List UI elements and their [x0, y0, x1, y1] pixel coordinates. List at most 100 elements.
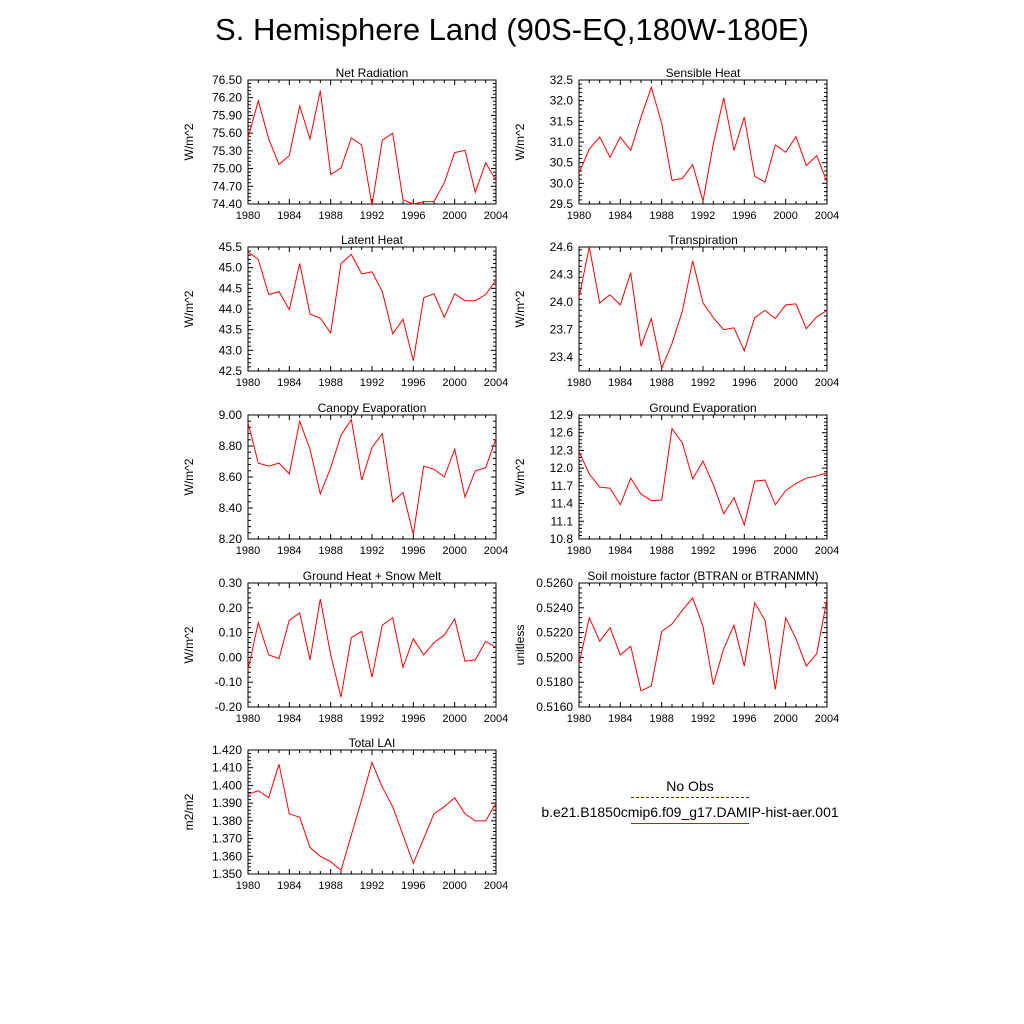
y-tick-label: 1.360 [212, 849, 242, 863]
x-tick-label: 1980 [236, 210, 260, 222]
page-title: S. Hemisphere Land (90S-EQ,180W-180E) [215, 12, 809, 47]
y-tick-label: 0.5160 [536, 700, 573, 714]
y-tick-label: 74.40 [212, 197, 242, 211]
y-tick-label: 10.8 [550, 532, 574, 546]
x-tick-label: 1984 [277, 713, 301, 725]
y-tick-label: 0.30 [219, 576, 243, 590]
x-tick-label: 2004 [815, 713, 839, 725]
x-tick-label: 1980 [236, 377, 260, 389]
chart-transpiration: Transpiration W/m^2 1980 1984 1988 1992 1996 20… [513, 233, 839, 389]
x-tick-label: 1992 [360, 210, 384, 222]
chart-title: Net Radiation [336, 66, 409, 80]
y-axis-label: W/m^2 [182, 458, 196, 495]
chart-soil-moisture-factor-btran-or-btranmn: Soil moisture factor (BTRAN or BTRANMN) u… [513, 569, 839, 725]
y-tick-label: 1.390 [212, 796, 242, 810]
x-tick-label: 1996 [732, 713, 756, 725]
legend-line-model [631, 823, 749, 824]
y-tick-label: 74.70 [212, 179, 242, 193]
x-tick-label: 1988 [318, 545, 342, 557]
y-tick-label: 1.380 [212, 814, 242, 828]
x-tick-label: 2000 [442, 713, 466, 725]
y-tick-label: 23.4 [550, 350, 574, 364]
chart-canopy-evaporation: Canopy Evaporation W/m^2 1980 1984 1988 1992 1… [182, 401, 508, 557]
chart-title: Soil moisture factor (BTRAN or BTRANMN) [587, 569, 818, 583]
y-tick-label: 42.5 [219, 364, 243, 378]
plot-frame [247, 582, 497, 708]
x-tick-label: 1996 [732, 210, 756, 222]
chart-title: Latent Heat [341, 233, 404, 247]
x-tick-label: 2000 [442, 210, 466, 222]
x-tick-label: 1980 [236, 545, 260, 557]
chart-title: Canopy Evaporation [318, 401, 427, 415]
y-tick-label: 31.5 [550, 114, 574, 128]
x-tick-label: 1992 [691, 377, 715, 389]
chart-net-radiation: Net Radiation W/m^2 1980 1984 1988 1992 1996 20… [182, 66, 508, 222]
x-tick-label: 1996 [401, 713, 425, 725]
legend-line-obs [631, 797, 749, 798]
y-tick-label: 0.5200 [536, 650, 573, 664]
y-tick-label: 11.7 [551, 479, 574, 493]
x-tick-label: 2000 [442, 377, 466, 389]
y-tick-label: 12.6 [550, 426, 574, 440]
plot-frame [247, 79, 497, 205]
y-tick-label: 0.5220 [536, 626, 573, 640]
x-tick-label: 1980 [567, 210, 591, 222]
y-axis-label: W/m^2 [182, 626, 196, 663]
series-line-canopy-evaporation [247, 418, 497, 535]
chart-ground-evaporation: Ground Evaporation W/m^2 1980 1984 1988 1992 1… [513, 401, 839, 557]
series-line-sensible-heat [578, 85, 828, 202]
x-tick-label: 1988 [649, 545, 673, 557]
x-tick-label: 2000 [442, 880, 466, 892]
y-tick-label: 24.3 [550, 268, 574, 282]
y-tick-label: 32.0 [550, 94, 574, 108]
x-tick-label: 1996 [401, 210, 425, 222]
y-tick-label: 75.60 [212, 126, 242, 140]
x-tick-label: 1984 [277, 377, 301, 389]
x-tick-label: 1980 [236, 880, 260, 892]
x-tick-label: 1980 [567, 713, 591, 725]
y-tick-label: 31.0 [550, 135, 574, 149]
x-tick-label: 1996 [401, 880, 425, 892]
y-tick-label: 76.20 [212, 91, 242, 105]
x-tick-label: 2004 [484, 713, 508, 725]
y-tick-label: 43.5 [219, 323, 243, 337]
x-tick-label: 1992 [360, 713, 384, 725]
y-tick-label: 30.5 [550, 156, 574, 170]
x-tick-label: 1984 [608, 210, 632, 222]
chart-sensible-heat: Sensible Heat W/m^2 1980 1984 1988 1992 1996 20… [513, 66, 839, 222]
y-tick-label: 1.370 [212, 832, 242, 846]
x-tick-label: 1984 [277, 880, 301, 892]
x-tick-label: 1988 [649, 210, 673, 222]
x-tick-label: 2000 [773, 713, 797, 725]
y-tick-label: 24.0 [550, 295, 574, 309]
x-tick-label: 1996 [732, 545, 756, 557]
y-tick-label: 29.5 [550, 197, 574, 211]
plot-frame [578, 414, 828, 540]
y-tick-label: 44.0 [219, 302, 243, 316]
x-tick-label: 1980 [567, 377, 591, 389]
y-tick-label: 8.60 [219, 470, 243, 484]
y-tick-label: 76.50 [212, 73, 242, 87]
x-tick-label: 2000 [773, 545, 797, 557]
x-tick-label: 1988 [318, 880, 342, 892]
x-tick-label: 1984 [608, 713, 632, 725]
y-tick-label: 23.7 [550, 323, 574, 337]
y-tick-label: 0.5180 [536, 675, 573, 689]
y-axis-label: W/m^2 [513, 123, 527, 160]
y-tick-label: 12.0 [550, 461, 574, 475]
y-tick-label: 24.6 [550, 240, 574, 254]
y-tick-label: 0.5240 [536, 601, 573, 615]
legend-label-model: b.e21.B1850cmip6.f09_g17.DAMIP-hist-aer.… [541, 804, 839, 820]
series-line-net-radiation [247, 90, 497, 206]
x-tick-label: 2004 [815, 377, 839, 389]
y-tick-label: 32.5 [550, 73, 574, 87]
y-tick-label: 8.80 [219, 439, 243, 453]
y-tick-label: 1.350 [212, 867, 242, 881]
y-tick-label: 1.410 [212, 761, 242, 775]
plot-frame [578, 79, 828, 205]
x-tick-label: 1984 [608, 545, 632, 557]
x-tick-label: 1984 [277, 545, 301, 557]
y-axis-label: W/m^2 [513, 290, 527, 327]
chart-title: Ground Evaporation [649, 401, 756, 415]
